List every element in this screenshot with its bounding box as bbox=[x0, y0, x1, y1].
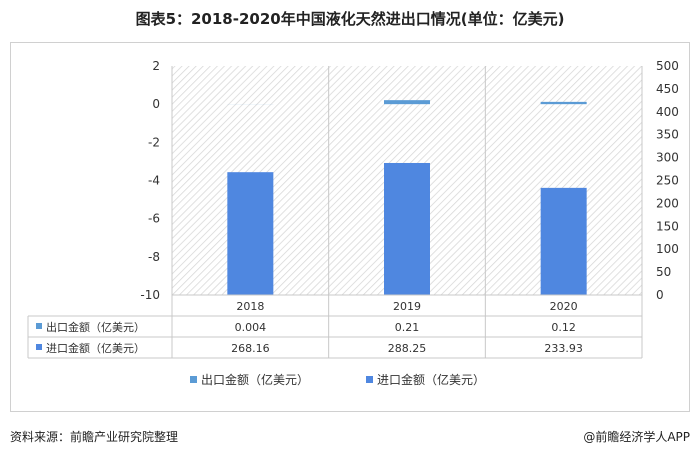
table-series-name: 进口金额（亿美元） bbox=[46, 341, 145, 355]
y-right-tick-label: 500 bbox=[656, 59, 679, 73]
chart-title: 图表5：2018-2020年中国液化天然进出口情况(单位：亿美元) bbox=[135, 10, 565, 28]
table-series-name: 出口金额（亿美元） bbox=[46, 320, 145, 334]
table-value: 268.16 bbox=[231, 342, 270, 355]
legend-label: 进口金额（亿美元） bbox=[377, 372, 485, 387]
y-right-tick-label: 150 bbox=[656, 219, 679, 233]
y-right-tick-label: 400 bbox=[656, 105, 679, 119]
import-bar bbox=[540, 187, 587, 295]
import-bar bbox=[384, 162, 430, 295]
table-value: 0.004 bbox=[235, 321, 267, 334]
y-left-tick-label: -4 bbox=[148, 174, 160, 188]
bar-chart: 20-2-4-6-8-10500450400350300250200150100… bbox=[27, 59, 679, 387]
import-bar bbox=[227, 172, 274, 295]
legend-label: 出口金额（亿美元） bbox=[201, 372, 309, 387]
x-category-label: 2020 bbox=[550, 300, 578, 313]
table-value: 233.93 bbox=[544, 342, 583, 355]
y-right-tick-label: 450 bbox=[656, 82, 679, 96]
y-left-tick-label: -2 bbox=[148, 135, 160, 149]
chart-frame bbox=[10, 42, 690, 412]
y-right-tick-label: 300 bbox=[656, 151, 679, 165]
x-category-label: 2019 bbox=[393, 300, 421, 313]
table-value: 0.12 bbox=[551, 321, 576, 334]
y-left-tick-label: 0 bbox=[152, 97, 160, 111]
export-bar bbox=[384, 100, 430, 105]
legend-swatch bbox=[190, 376, 197, 383]
y-left-tick-label: -8 bbox=[148, 250, 160, 264]
y-right-tick-label: 0 bbox=[656, 288, 664, 302]
table-legend-key bbox=[36, 323, 42, 329]
source-note: 资料来源：前瞻产业研究院整理 bbox=[10, 430, 179, 444]
table-legend-key bbox=[36, 344, 42, 350]
y-right-tick-label: 100 bbox=[656, 242, 679, 256]
legend-swatch bbox=[366, 376, 373, 383]
export-bar bbox=[540, 101, 587, 105]
brand-credit: @前瞻经济学人APP bbox=[583, 430, 690, 444]
table-value: 288.25 bbox=[388, 342, 427, 355]
table-value: 0.21 bbox=[395, 321, 420, 334]
y-left-tick-label: -6 bbox=[148, 212, 160, 226]
y-right-tick-label: 200 bbox=[656, 196, 679, 210]
y-right-tick-label: 350 bbox=[656, 128, 679, 142]
y-left-tick-label: -10 bbox=[140, 288, 160, 302]
x-category-label: 2018 bbox=[236, 300, 264, 313]
y-right-tick-label: 50 bbox=[656, 265, 671, 279]
y-left-tick-label: 2 bbox=[152, 59, 160, 73]
y-right-tick-label: 250 bbox=[656, 174, 679, 188]
